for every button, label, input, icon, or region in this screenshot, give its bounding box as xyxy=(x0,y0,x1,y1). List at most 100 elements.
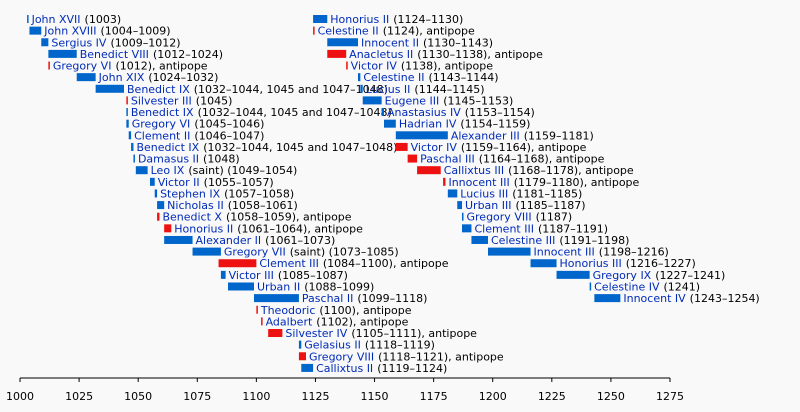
pope-name[interactable]: Gelasius II xyxy=(304,339,361,352)
reign-detail: (1057–1058) xyxy=(224,187,294,200)
pope-name[interactable]: Silvester IV xyxy=(285,327,347,340)
pope-name[interactable]: Gregory VII xyxy=(224,246,286,259)
reign-detail: (1130–1143) xyxy=(423,36,493,49)
reign-bar xyxy=(381,108,384,117)
pope-name[interactable]: Alexander II xyxy=(196,234,262,247)
pope-name[interactable]: Hadrian IV xyxy=(399,118,457,131)
pope-name[interactable]: Adalbert xyxy=(266,315,313,328)
pope-name[interactable]: Celestine IV xyxy=(594,280,660,293)
reign-detail: (1153–1154) xyxy=(465,106,535,119)
pope-name[interactable]: Clement III xyxy=(259,257,319,270)
pope-name[interactable]: Theodoric xyxy=(260,304,316,317)
x-tick-label: 1050 xyxy=(124,390,152,403)
pope-name[interactable]: Alexander III xyxy=(451,129,520,142)
pope-name[interactable]: Victor IV xyxy=(351,60,398,73)
entry-label: Celestine IV (1241) xyxy=(594,280,700,293)
pope-name[interactable]: Benedict X xyxy=(162,211,222,224)
entry-label: Benedict IX (1032–1044, 1045 and 1047–104… xyxy=(136,141,397,154)
reign-detail: (1055–1057) xyxy=(204,176,274,189)
entry-label: Clement II (1046–1047) xyxy=(134,129,264,142)
entry-label: Victor IV (1138), antipope xyxy=(351,60,494,73)
reign-bar xyxy=(407,154,418,163)
reign-bar xyxy=(254,294,299,303)
reign-detail: (1145–1153) xyxy=(443,94,513,107)
reign-detail: (1185–1187) xyxy=(516,199,586,212)
entry-label: Honorius III (1216–1227) xyxy=(560,257,696,270)
reign-detail: (1216–1227) xyxy=(626,257,696,270)
entry-label: Lucius III (1181–1185) xyxy=(460,187,582,200)
pope-name[interactable]: Gregory IX xyxy=(593,269,652,282)
pope-name[interactable]: Celestine III xyxy=(491,234,555,247)
pope-name[interactable]: Anastasius IV xyxy=(387,106,461,119)
reign-bar xyxy=(327,49,347,58)
reign-detail: (1191–1198) xyxy=(559,234,629,247)
pope-name[interactable]: Victor II xyxy=(158,176,200,189)
entry-label: Honorius II (1061–1064), antipope xyxy=(174,222,363,235)
pope-name[interactable]: Gregory VI xyxy=(132,118,191,131)
pope-name[interactable]: Victor III xyxy=(229,269,274,282)
pope-name[interactable]: Stephen IX xyxy=(160,187,220,200)
reign-detail: (1048) xyxy=(203,153,240,166)
pope-name[interactable]: Innocent III xyxy=(448,176,509,189)
reign-detail: (1119–1124) xyxy=(377,362,447,375)
pope-name[interactable]: Urban II xyxy=(257,280,300,293)
pope-name[interactable]: Silvester III xyxy=(131,94,192,107)
entry-label: Benedict VIII (1012–1024) xyxy=(80,48,223,61)
reign-detail: (1046–1047) xyxy=(194,129,264,142)
x-tick-label: 1100 xyxy=(242,390,270,403)
pope-name[interactable]: Benedict IX xyxy=(127,83,190,96)
pope-name[interactable]: Sergius IV xyxy=(51,36,107,49)
reign-detail: (1164–1168), antipope xyxy=(479,153,605,166)
reign-bar xyxy=(76,73,96,82)
pope-name[interactable]: Nicholas II xyxy=(167,199,224,212)
entry-label: Anastasius IV (1153–1154) xyxy=(387,106,535,119)
pope-name[interactable]: John XVII xyxy=(31,13,81,26)
entry-label: Benedict IX (1032–1044, 1045 and 1047–104… xyxy=(127,83,388,96)
entry-label: Lucius II (1144–1145) xyxy=(366,83,485,96)
pope-name[interactable]: Victor IV xyxy=(411,141,458,154)
pope-name[interactable]: Anacletus II xyxy=(349,48,413,61)
pope-name[interactable]: Honorius II xyxy=(174,222,233,235)
reign-bar xyxy=(313,15,328,23)
entry-label: Nicholas II (1058–1061) xyxy=(167,199,298,212)
reign-bar xyxy=(346,61,348,70)
pope-name[interactable]: Lucius II xyxy=(366,83,411,96)
pope-name[interactable]: Paschal III xyxy=(420,153,475,166)
pope-name[interactable]: Lucius III xyxy=(460,187,508,200)
pope-name[interactable]: Paschal II xyxy=(302,292,353,305)
pope-name[interactable]: Clement II xyxy=(134,129,190,142)
entry-label: Clement III (1187–1191) xyxy=(474,222,608,235)
pope-name[interactable]: Callixtus II xyxy=(316,362,373,375)
pope-name[interactable]: Benedict VIII xyxy=(80,48,149,61)
reign-detail: (1032–1044, 1045 and 1047–1048) xyxy=(203,141,397,154)
reign-bar xyxy=(27,15,29,23)
pope-name[interactable]: Urban III xyxy=(465,199,512,212)
pope-name[interactable]: Clement III xyxy=(474,222,534,235)
reign-bar xyxy=(128,131,132,140)
pope-name[interactable]: Benedict IX xyxy=(131,106,194,119)
pope-name[interactable]: Benedict IX xyxy=(136,141,199,154)
pope-name[interactable]: Gregory VIII xyxy=(309,350,374,363)
pope-name[interactable]: Celestine II xyxy=(363,71,424,84)
pope-name[interactable]: Damasus II xyxy=(138,153,199,166)
pope-name[interactable]: Gregory VI xyxy=(53,60,112,73)
pope-name[interactable]: Callixtus III xyxy=(444,164,504,177)
reign-bar xyxy=(220,270,226,279)
pope-name[interactable]: Eugene III xyxy=(385,94,440,107)
entry-label: Silvester IV (1105–1111), antipope xyxy=(285,327,477,340)
pope-name[interactable]: John XIX xyxy=(98,71,145,84)
entry-label: Hadrian IV (1154–1159) xyxy=(399,118,531,131)
entry-label: Benedict IX (1032–1044, 1045 and 1047–104… xyxy=(131,106,392,119)
pope-name[interactable]: Honorius II xyxy=(330,13,389,26)
pope-name[interactable]: John XVIII xyxy=(43,25,96,38)
reign-detail: (1061–1073) xyxy=(265,234,335,247)
entry-label: Benedict X (1058–1059), antipope xyxy=(162,211,351,224)
pope-name[interactable]: Celestine II xyxy=(318,25,379,38)
pope-name[interactable]: Gregory VIII xyxy=(467,211,532,224)
pope-name[interactable]: Innocent II xyxy=(361,36,419,49)
pope-name[interactable]: Honorius III xyxy=(560,257,622,270)
pope-name[interactable]: Innocent IV xyxy=(623,292,686,305)
pope-name[interactable]: Leo IX xyxy=(151,164,185,177)
pope-name[interactable]: Innocent III xyxy=(534,246,595,259)
